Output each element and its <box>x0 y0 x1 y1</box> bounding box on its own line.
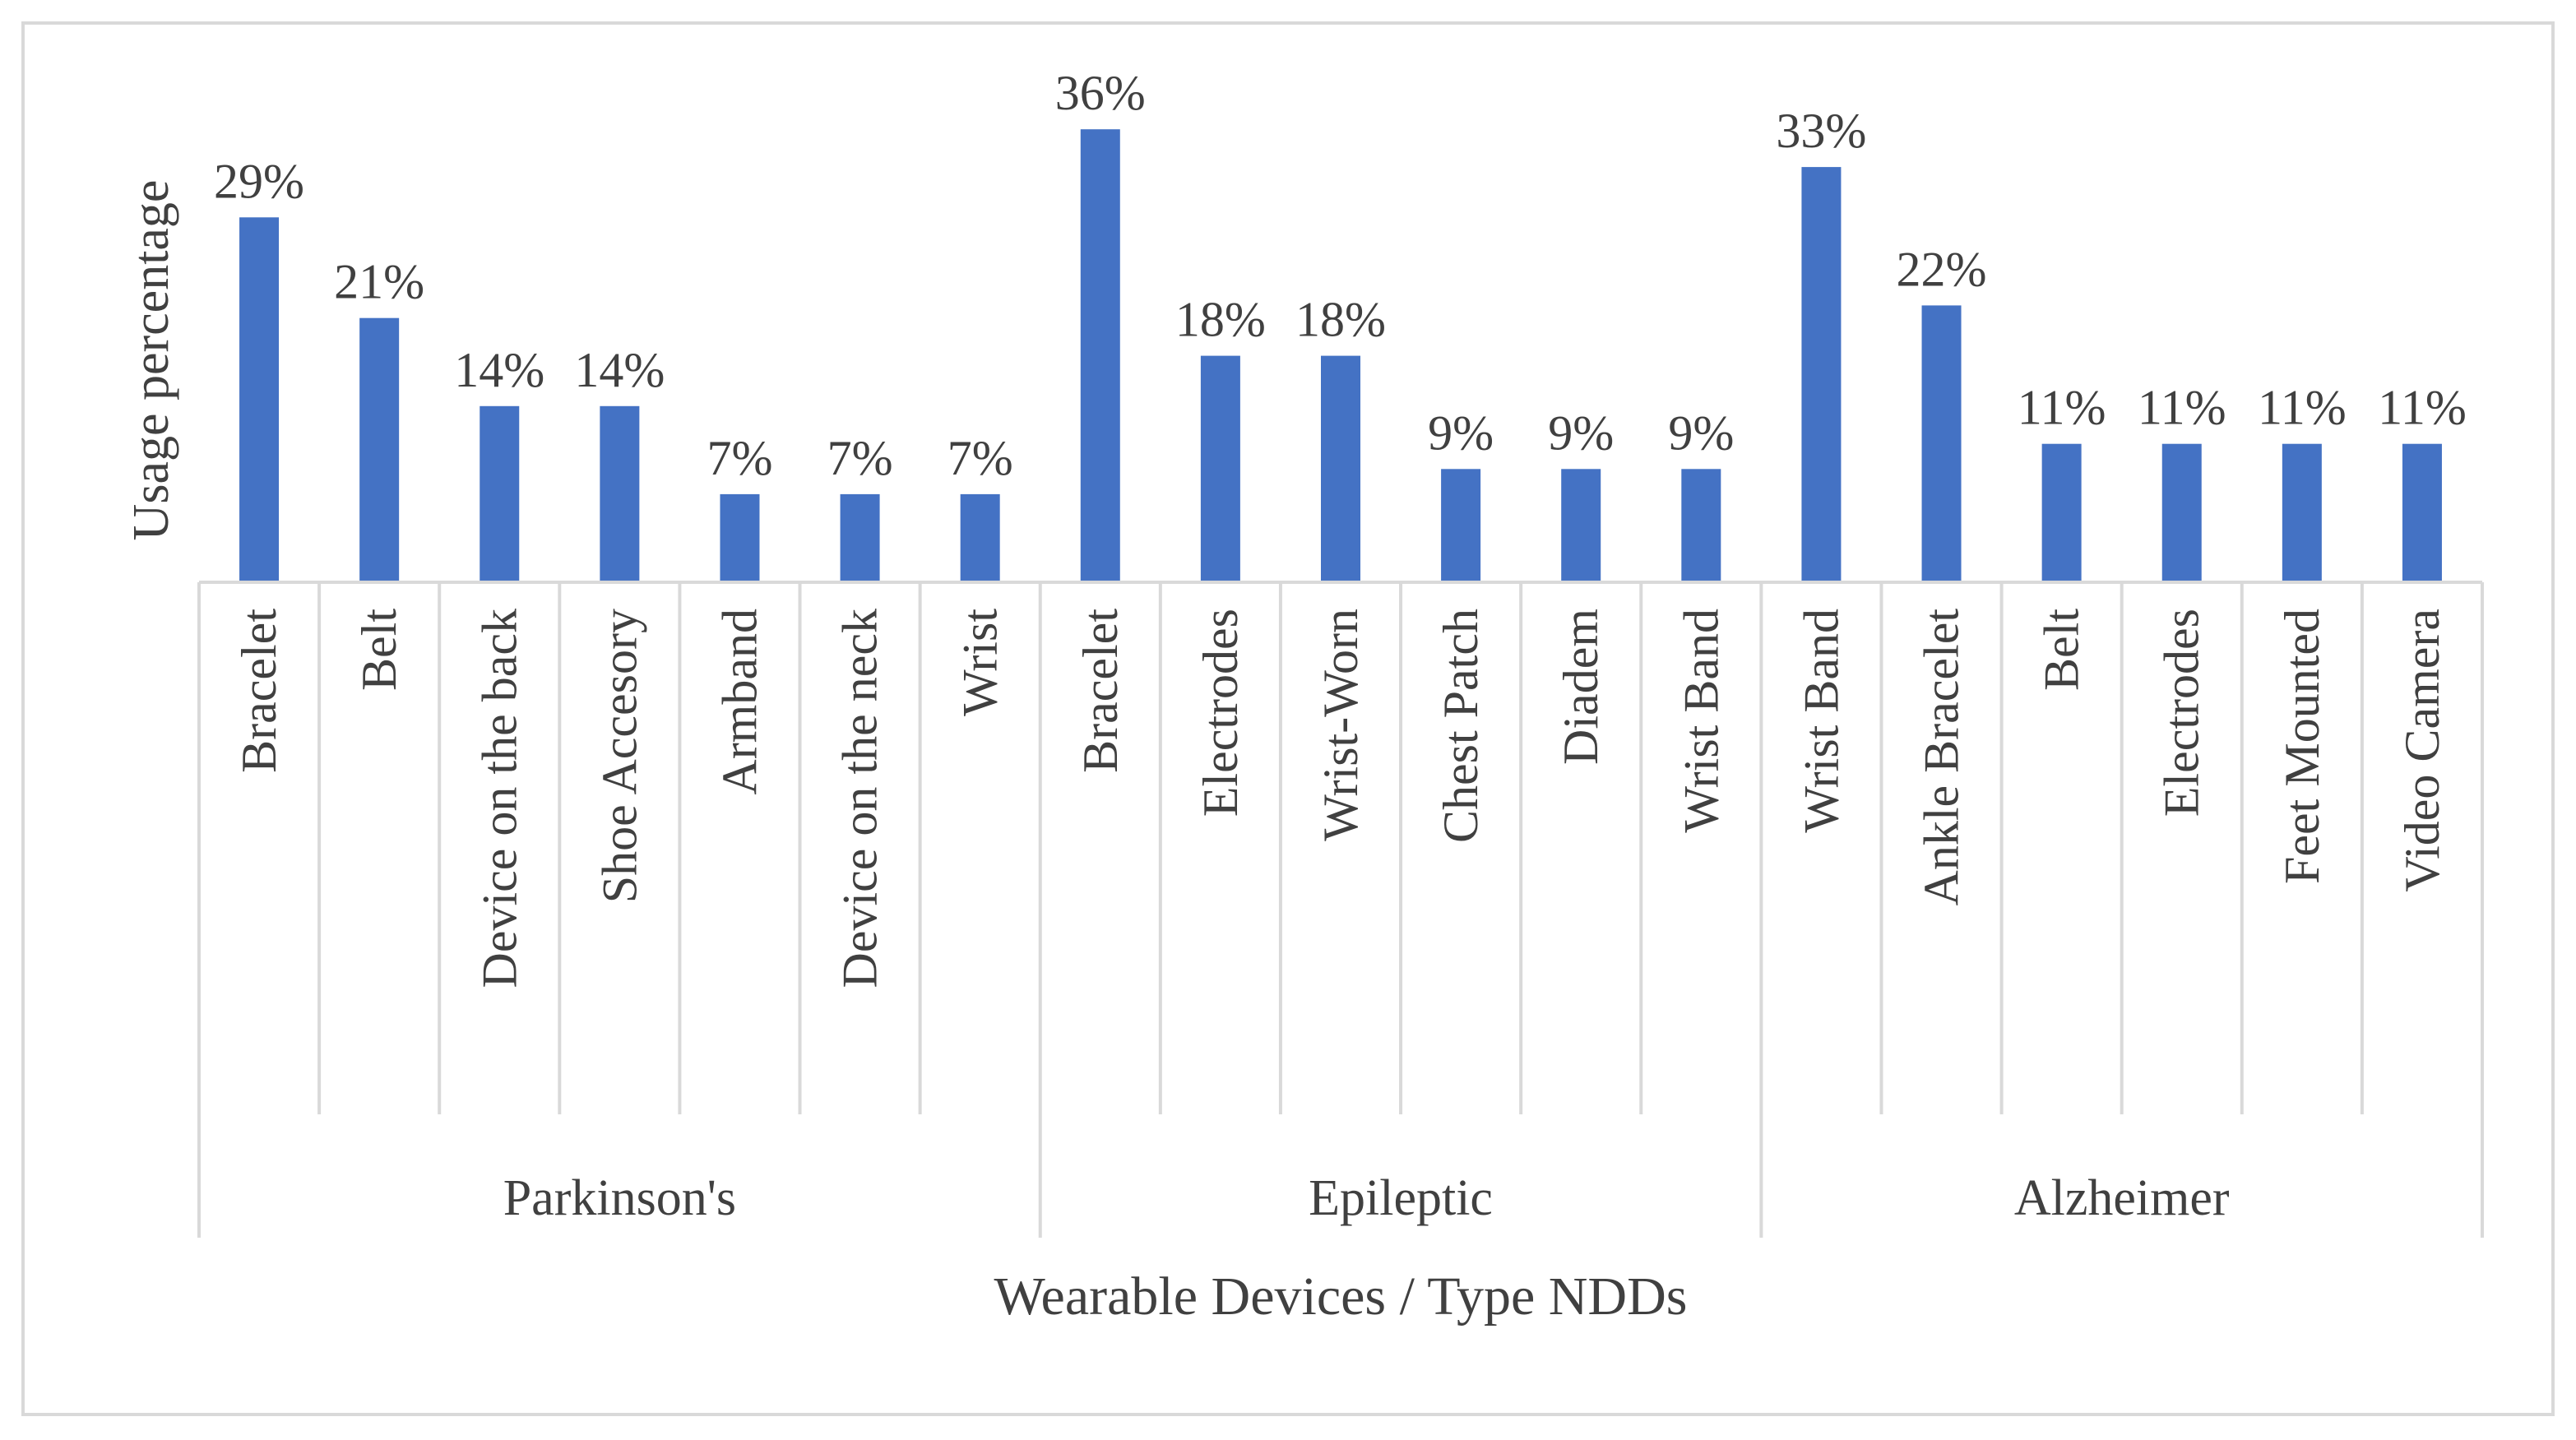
category-tick-label: Wrist Band <box>1674 609 1728 833</box>
category-tick-label: Armband <box>712 609 767 795</box>
bar-parkinsons-5 <box>840 493 880 582</box>
category-tick-label: Device on the back <box>472 609 526 988</box>
data-label: 11% <box>2378 381 2467 435</box>
data-label: 14% <box>454 343 544 397</box>
category-tick-label: Bracelet <box>232 609 286 773</box>
bar-epileptic-2 <box>1321 355 1360 582</box>
y-axis-title: Usage percentage <box>123 180 179 541</box>
category-tick-label: Wrist Band <box>1794 609 1848 833</box>
bar-alzheimer-1 <box>1921 305 1962 582</box>
category-tick-label: Device on the neck <box>833 609 887 988</box>
data-label: 21% <box>334 255 424 309</box>
bar-epileptic-0 <box>1080 129 1120 582</box>
data-label: 9% <box>1548 405 1614 460</box>
category-tick-label: Chest Patch <box>1434 609 1488 843</box>
bar-alzheimer-5 <box>2402 443 2442 582</box>
bar-parkinsons-0 <box>239 217 280 582</box>
data-label: 7% <box>827 431 893 485</box>
category-tick-label: Ankle Bracelet <box>1915 609 1969 906</box>
data-label: 9% <box>1668 405 1734 460</box>
bar-parkinsons-4 <box>720 493 760 582</box>
chart-frame <box>21 21 2555 1416</box>
category-tick-label: Wrist <box>953 609 1008 716</box>
x-axis-title: Wearable Devices / Type NDDs <box>994 1266 1688 1327</box>
data-label: 22% <box>1897 242 1987 296</box>
data-label: 11% <box>2258 381 2347 435</box>
group-label: Alzheimer <box>2014 1170 2230 1226</box>
bar-alzheimer-2 <box>2041 443 2082 582</box>
category-tick-label: Video Camera <box>2395 609 2449 892</box>
bars-layer <box>239 129 2442 582</box>
labels-layer: 29% Bracelet 21% Belt 14% Device on the back 1… <box>214 66 2467 1226</box>
category-tick-label: Belt <box>2035 609 2089 691</box>
bar-alzheimer-4 <box>2282 443 2322 582</box>
bar-parkinsons-3 <box>600 405 640 582</box>
category-tick-label: Shoe Accesory <box>592 609 646 903</box>
category-tick-label: Diadem <box>1554 609 1608 765</box>
category-axis-grid <box>197 581 2484 1238</box>
data-label: 9% <box>1428 405 1494 460</box>
bar-parkinsons-6 <box>960 493 1000 582</box>
bar-epileptic-5 <box>1681 469 1721 582</box>
category-tick-label: Feet Mounted <box>2275 609 2329 884</box>
bar-epileptic-3 <box>1441 469 1481 582</box>
bar-parkinsons-1 <box>359 317 400 582</box>
data-label: 7% <box>947 431 1013 485</box>
data-label: 14% <box>574 343 665 397</box>
category-tick-label: Bracelet <box>1073 609 1128 773</box>
bar-alzheimer-0 <box>1801 167 1842 582</box>
category-tick-label: Electrodes <box>2155 609 2209 817</box>
group-label: Parkinson's <box>503 1170 736 1226</box>
data-label: 7% <box>707 431 772 485</box>
bar-alzheimer-3 <box>2161 443 2202 582</box>
data-label: 18% <box>1175 293 1266 347</box>
category-tick-label: Electrodes <box>1193 609 1248 817</box>
data-label: 33% <box>1776 104 1866 158</box>
data-label: 11% <box>2138 381 2226 435</box>
bar-epileptic-1 <box>1200 355 1240 582</box>
data-label: 29% <box>214 154 304 208</box>
data-label: 36% <box>1055 66 1146 120</box>
category-tick-label: Wrist-Worn <box>1313 609 1368 841</box>
category-tick-label: Belt <box>352 609 406 691</box>
group-label: Epileptic <box>1309 1170 1493 1226</box>
data-label: 18% <box>1295 293 1386 347</box>
bar-parkinsons-2 <box>480 405 520 582</box>
data-label: 11% <box>2018 381 2106 435</box>
bar-epileptic-4 <box>1561 469 1601 582</box>
